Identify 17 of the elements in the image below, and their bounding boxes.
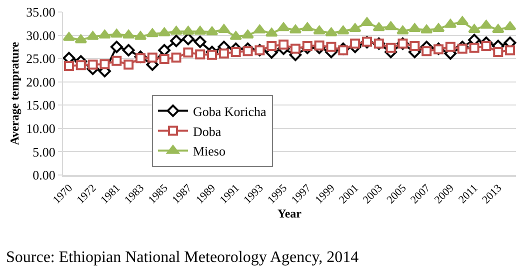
y-tick-label: 25.00 [26,51,56,66]
y-axis-title: Average temprature [7,41,22,146]
y-tick-label: 35.00 [26,4,56,20]
y-tick-label: 0.00 [32,168,56,183]
x-axis-title: Year [278,206,302,220]
legend-label: Goba Koricha [192,104,266,119]
y-tick-label: 15.00 [26,98,56,113]
legend-label: Mieso [192,144,226,159]
y-tick-label: 5.00 [32,144,56,160]
y-tick-label: 20.00 [26,74,56,90]
x-tick-label: 1991 [218,182,242,206]
source-note: Source: Ethiopian National Meteorology Agency, 2014 [6,249,359,266]
x-tick-label: 2011 [456,182,480,206]
legend-label: Doba [192,124,222,139]
y-tick-label: 30.00 [26,28,56,43]
y-tick-label: 10.00 [26,120,56,136]
x-tick-label: 1981 [98,182,123,206]
